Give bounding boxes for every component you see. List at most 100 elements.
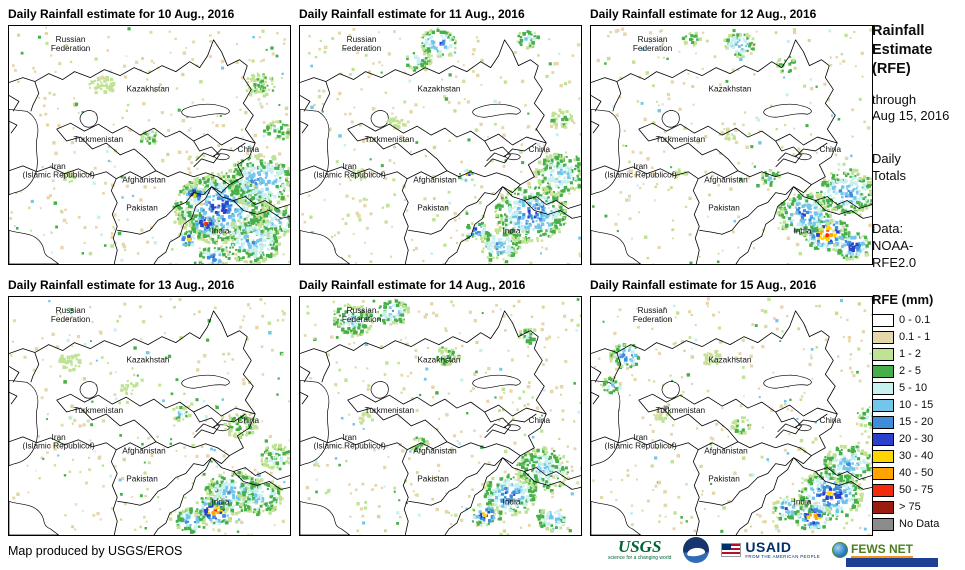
country-label: Iran (Islamic Republicof): [23, 433, 95, 451]
country-label: China: [820, 145, 842, 154]
country-label: Turkmenistan: [365, 135, 415, 144]
legend-label: 40 - 50: [899, 467, 934, 480]
legend-rows: 0 - 0.1 0.1 - 1 1 - 2 2 - 5 5 - 10 10 - 15 15 …: [872, 312, 964, 533]
usgs-logo: USGS science for a changing world: [608, 537, 672, 561]
country-label: Pakistan: [708, 203, 740, 212]
map-panel-3: Daily Rainfall estimate for 12 Aug., 201…: [590, 5, 873, 265]
legend-swatch: [872, 381, 894, 395]
country-label: Turkmenistan: [74, 406, 124, 415]
legend-swatch: [872, 517, 894, 531]
country-label: Turkmenistan: [74, 135, 124, 144]
sidebar-through-date: through Aug 15, 2016: [872, 91, 950, 124]
country-label: Afghanistan: [413, 176, 457, 185]
panel-title: Daily Rainfall estimate for 12 Aug., 201…: [590, 7, 817, 21]
sidebar-data-source: Data: NOAA- RFE2.0: [872, 221, 917, 270]
country-label: Pakistan: [417, 203, 449, 212]
country-label: Turkmenistan: [656, 406, 706, 415]
usgs-wordmark: USGS: [617, 537, 662, 556]
map-frame: Russian Federation Kazakhstan Turkmenistan C…: [299, 25, 582, 265]
panel-title: Daily Rainfall estimate for 15 Aug., 201…: [590, 278, 817, 292]
usaid-wordmark: USAID: [745, 539, 792, 555]
noaa-seal-icon: [683, 537, 710, 563]
usaid-flag-icon: [721, 543, 742, 557]
legend-row: 10 - 15: [872, 397, 964, 414]
legend-swatch: [872, 398, 894, 412]
legend-title: RFE (mm): [872, 291, 934, 307]
panel-title: Daily Rainfall estimate for 11 Aug., 201…: [299, 7, 525, 21]
country-label: India: [212, 497, 230, 506]
legend-swatch: [872, 347, 894, 361]
map-frame: Russian Federation Kazakhstan Turkmenistan C…: [8, 296, 291, 536]
rainfall-map: Russian Federation Kazakhstan Turkmenistan C…: [591, 26, 872, 264]
country-label: India: [212, 226, 230, 235]
legend-row: 50 - 75: [872, 482, 964, 499]
country-label: Pakistan: [708, 474, 740, 483]
country-label: Iran (Islamic Republicof): [23, 162, 95, 180]
legend-row: 0 - 0.1: [872, 312, 964, 329]
legend-row: No Data: [872, 516, 964, 533]
legend-label: 20 - 30: [899, 433, 934, 446]
usgs-tagline: science for a changing world: [608, 555, 672, 561]
fewsnet-logo: FEWS NET: [832, 542, 914, 558]
legend-label: > 75: [899, 501, 921, 514]
country-label: Russian Federation: [342, 35, 382, 53]
legend-row: 5 - 10: [872, 380, 964, 397]
country-label: China: [820, 416, 842, 425]
map-panel-6: Daily Rainfall estimate for 15 Aug., 201…: [590, 276, 873, 536]
country-label: Russian Federation: [342, 306, 382, 324]
country-label: Kazakhstan: [418, 355, 461, 364]
legend-swatch: [872, 330, 894, 344]
rainfall-map: Russian Federation Kazakhstan Turkmenistan C…: [9, 297, 290, 535]
country-label: India: [794, 497, 812, 506]
map-frame: Russian Federation Kazakhstan Turkmenistan C…: [8, 25, 291, 265]
country-label: Kazakhstan: [418, 84, 461, 93]
map-panel-4: Daily Rainfall estimate for 13 Aug., 201…: [8, 276, 291, 536]
sidebar: Rainfall Estimate (RFE) through Aug 15, …: [872, 22, 964, 533]
country-label: Kazakhstan: [127, 355, 170, 364]
country-label: Afghanistan: [704, 176, 748, 185]
map-frame: Russian Federation Kazakhstan Turkmenistan C…: [590, 25, 873, 265]
fews-globe-icon: [832, 542, 849, 558]
country-label: India: [503, 226, 521, 235]
map-frame: Russian Federation Kazakhstan Turkmenistan C…: [590, 296, 873, 536]
country-label: Russian Federation: [51, 306, 91, 324]
legend-row: 40 - 50: [872, 465, 964, 482]
legend-swatch: [872, 432, 894, 446]
legend-label: 30 - 40: [899, 450, 934, 463]
legend-label: 0 - 0.1: [899, 314, 931, 327]
panel-title: Daily Rainfall estimate for 14 Aug., 201…: [299, 278, 526, 292]
footer-logos: USGS science for a changing world USAID …: [608, 536, 914, 564]
country-label: China: [529, 145, 551, 154]
map-frame: Russian Federation Kazakhstan Turkmenistan C…: [299, 296, 582, 536]
country-label: Russian Federation: [51, 35, 91, 53]
legend-label: 1 - 2: [899, 348, 922, 361]
fewsnet-banner: [846, 558, 938, 567]
map-credit: Map produced by USGS/EROS: [8, 544, 183, 558]
usaid-logo: USAID FROM THE AMERICAN PEOPLE: [721, 539, 820, 559]
noaa-gull-icon: [686, 546, 706, 558]
country-label: Russian Federation: [633, 306, 673, 324]
legend-swatch: [872, 449, 894, 463]
country-label: Pakistan: [417, 474, 449, 483]
rainfall-map: Russian Federation Kazakhstan Turkmenistan C…: [591, 297, 872, 535]
legend-row: 15 - 20: [872, 414, 964, 431]
rainfall-map: Russian Federation Kazakhstan Turkmenistan C…: [300, 26, 581, 264]
legend-label: 2 - 5: [899, 365, 922, 378]
legend-row: 2 - 5: [872, 363, 964, 380]
rainfall-map: Russian Federation Kazakhstan Turkmenistan C…: [9, 26, 290, 264]
country-label: Kazakhstan: [709, 84, 752, 93]
country-label: Iran (Islamic Republicof): [314, 433, 386, 451]
legend-swatch: [872, 313, 894, 327]
legend-row: 30 - 40: [872, 448, 964, 465]
country-label: Turkmenistan: [365, 406, 415, 415]
legend-swatch: [872, 364, 894, 378]
country-label: Afghanistan: [122, 176, 166, 185]
legend-label: 0.1 - 1: [899, 331, 931, 344]
country-label: Pakistan: [126, 203, 158, 212]
country-label: Afghanistan: [704, 447, 748, 456]
map-panel-2: Daily Rainfall estimate for 11 Aug., 201…: [299, 5, 582, 265]
fewsnet-wordmark: FEWS NET: [851, 542, 914, 558]
legend-row: > 75: [872, 499, 964, 516]
country-label: China: [238, 145, 260, 154]
